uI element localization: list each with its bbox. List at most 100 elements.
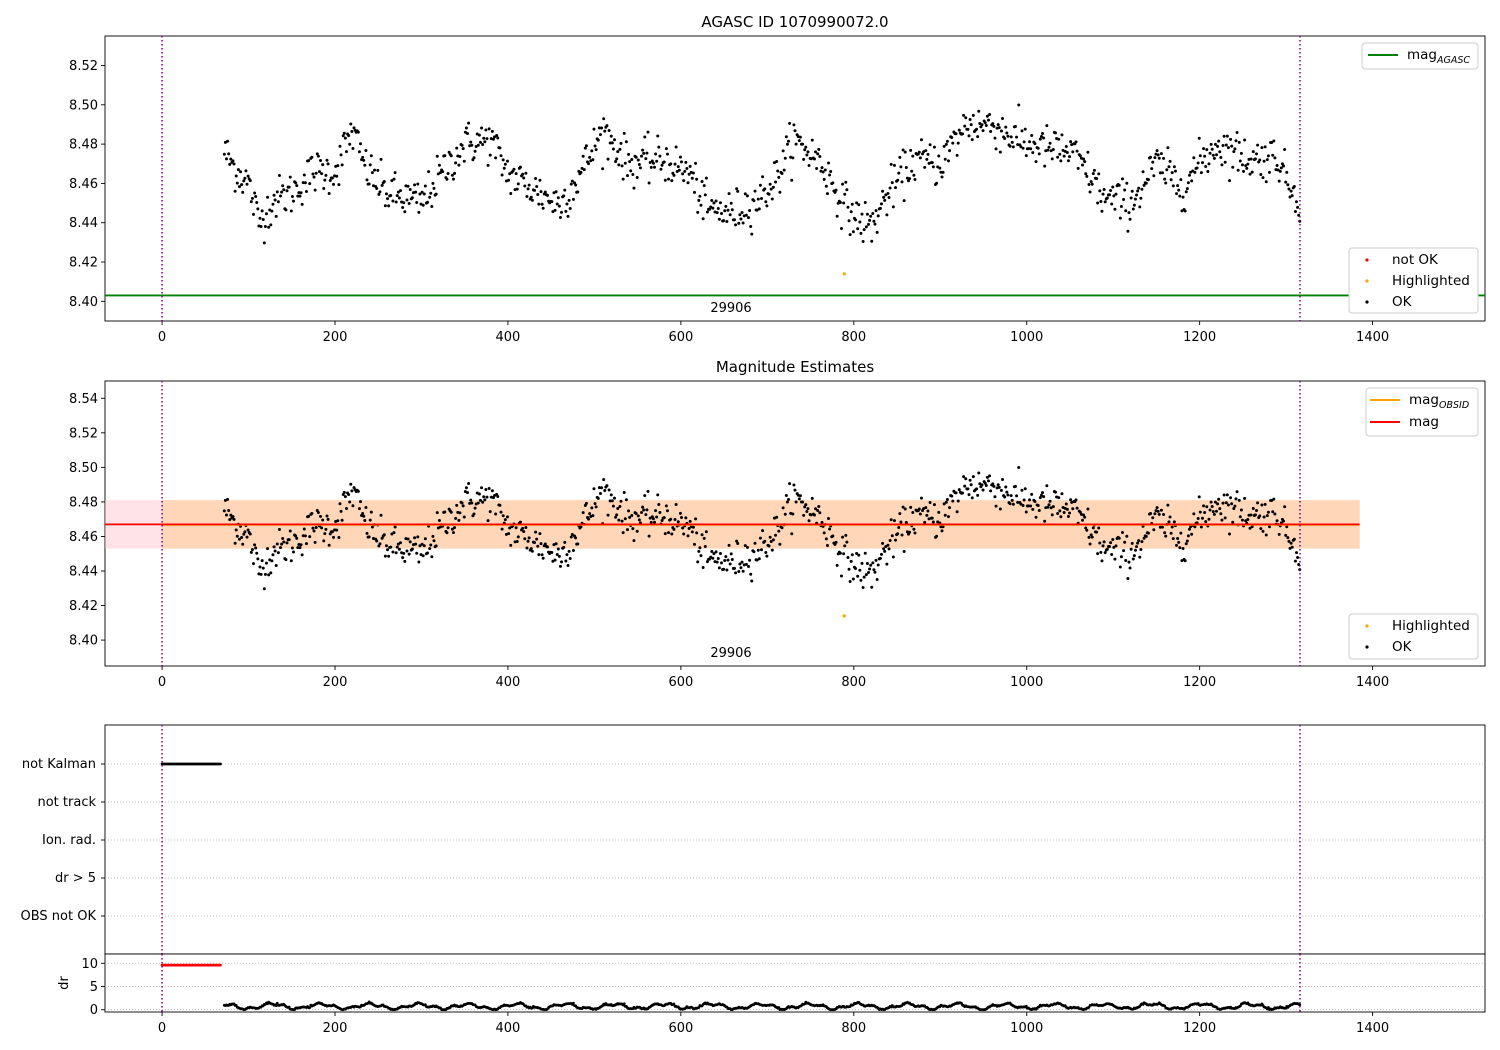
ok-point xyxy=(1127,560,1131,564)
ok-point xyxy=(276,200,280,204)
ok-point xyxy=(894,538,898,542)
ok-point xyxy=(1008,502,1012,506)
ok-point xyxy=(1129,196,1133,200)
ok-point xyxy=(1125,534,1129,538)
ok-point xyxy=(386,548,390,552)
ok-point xyxy=(682,532,686,536)
ok-point xyxy=(1249,513,1253,517)
ok-point xyxy=(416,182,420,186)
ok-point xyxy=(1263,502,1267,506)
ok-point xyxy=(273,549,277,553)
ok-point xyxy=(669,162,673,166)
ok-point xyxy=(1096,201,1100,205)
x-tick-label: 0 xyxy=(158,330,166,345)
ok-point xyxy=(1041,132,1045,136)
ok-point xyxy=(1264,180,1268,184)
ok-point xyxy=(524,525,528,529)
ok-point xyxy=(235,181,239,185)
ok-point xyxy=(522,530,526,534)
ok-point xyxy=(315,152,319,156)
ok-point xyxy=(695,531,699,535)
ok-point xyxy=(326,517,330,521)
ok-point xyxy=(237,185,241,189)
ok-point xyxy=(711,206,715,210)
ok-point xyxy=(467,481,471,485)
ok-point xyxy=(1267,170,1271,174)
ok-point xyxy=(1031,151,1035,155)
panel2-y-axis: 8.408.428.448.468.488.508.528.54 xyxy=(69,392,105,649)
ok-point xyxy=(473,149,477,153)
panel2-point-legend: Highlighted OK xyxy=(1348,613,1479,660)
ok-point xyxy=(644,157,648,161)
ok-point xyxy=(664,147,668,151)
ok-point xyxy=(421,554,425,558)
ok-point xyxy=(563,540,567,544)
ok-point xyxy=(777,529,781,533)
ok-point xyxy=(1151,516,1155,520)
ok-point xyxy=(691,171,695,175)
ok-point xyxy=(405,198,409,202)
ok-point xyxy=(500,173,504,177)
ok-point xyxy=(1205,505,1209,509)
ok-point xyxy=(288,529,292,533)
ok-point xyxy=(1010,498,1014,502)
ok-point xyxy=(1219,156,1223,160)
ok-point xyxy=(365,178,369,182)
ok-point xyxy=(814,150,818,154)
ok-point xyxy=(968,117,972,121)
ok-point xyxy=(655,159,659,163)
ok-point xyxy=(892,519,896,523)
ok-point xyxy=(624,498,628,502)
ok-point xyxy=(541,206,545,210)
ok-point xyxy=(946,159,950,163)
ok-point xyxy=(1205,148,1209,152)
ok-point xyxy=(227,509,231,513)
ok-point xyxy=(643,135,647,139)
ok-point xyxy=(514,526,518,530)
ok-point xyxy=(631,527,635,531)
dr-y-tick-label: 10 xyxy=(81,957,98,972)
ok-point xyxy=(835,214,839,218)
ok-point xyxy=(983,121,987,125)
ok-point xyxy=(373,168,377,172)
ok-point xyxy=(250,196,254,200)
ok-point xyxy=(805,510,809,514)
legend-marker-ok xyxy=(1365,645,1369,649)
ok-point xyxy=(1140,187,1144,191)
ok-point xyxy=(446,526,450,530)
ok-point xyxy=(925,157,929,161)
ok-point xyxy=(1196,517,1200,521)
ok-point xyxy=(361,512,365,516)
ok-point xyxy=(672,527,676,531)
ok-point xyxy=(1203,511,1207,515)
ok-point xyxy=(1041,491,1045,495)
ok-point xyxy=(726,558,730,562)
ok-point xyxy=(1046,505,1050,509)
ok-point xyxy=(816,152,820,156)
ok-point xyxy=(988,474,992,478)
ok-point xyxy=(1058,152,1062,156)
ok-point xyxy=(948,506,952,510)
ok-point xyxy=(955,153,959,157)
ok-point xyxy=(690,530,694,534)
ok-point xyxy=(1152,528,1156,532)
ok-point xyxy=(1259,172,1263,176)
ok-point xyxy=(898,155,902,159)
ok-point xyxy=(1225,493,1229,497)
ok-point xyxy=(392,177,396,181)
ok-point xyxy=(923,165,927,169)
ok-point xyxy=(1136,189,1140,193)
ok-point xyxy=(234,528,238,532)
ok-point xyxy=(740,211,744,215)
ok-point xyxy=(488,510,492,514)
ok-point xyxy=(609,134,613,138)
ok-point xyxy=(287,185,291,189)
ok-point xyxy=(787,497,791,501)
ok-point xyxy=(588,155,592,159)
x-tick-label: 200 xyxy=(323,675,348,690)
ok-point xyxy=(939,170,943,174)
ok-point xyxy=(1038,496,1042,500)
ok-point xyxy=(264,212,268,216)
ok-point xyxy=(1191,169,1195,173)
ok-point xyxy=(908,177,912,181)
